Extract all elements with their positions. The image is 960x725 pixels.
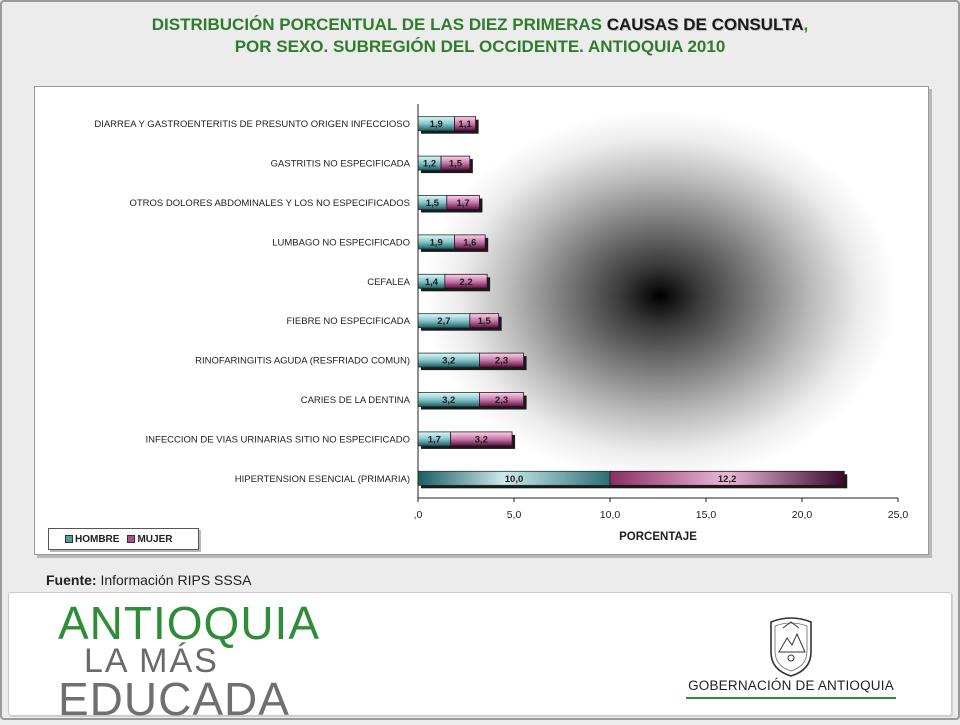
- category-label: DIARREA Y GASTROENTERITIS DE PRESUNTO OR…: [94, 119, 410, 130]
- x-tick-label: ,0: [414, 509, 423, 521]
- source-label: Fuente:: [46, 572, 97, 588]
- x-tick-label: 15,0: [696, 509, 717, 521]
- bar-mujer: [450, 431, 513, 447]
- category-label: OTROS DOLORES ABDOMINALES Y LOS NO ESPEC…: [129, 198, 410, 209]
- brand-line-3: EDUCADA: [58, 673, 290, 725]
- government-logo: GOBERNACIÓN DE ANTIOQUIA: [686, 612, 896, 702]
- brand-logo: ANTIOQUIA LA MÁS EDUCADA: [58, 600, 320, 722]
- data-label-hombre: 10,0: [505, 474, 524, 485]
- bar-mujer: [454, 234, 486, 250]
- brand-line-2: LA MÁS: [84, 642, 219, 680]
- category-label: HIPERTENSION ESENCIAL (PRIMARIA): [235, 474, 410, 485]
- coat-of-arms-icon: [770, 617, 812, 677]
- footer-banner: [8, 592, 952, 716]
- legend: HOMBRE MUJER: [48, 528, 199, 550]
- source-note: Fuente: Información RIPS SSSA: [46, 572, 251, 588]
- x-tick-label: 25,0: [888, 509, 909, 521]
- x-axis-title: PORCENTAJE: [619, 531, 697, 543]
- data-label-hombre: 1,2: [423, 159, 436, 170]
- data-label-mujer: 2,3: [495, 356, 508, 367]
- bar-mujer: [479, 392, 525, 407]
- category-label: LUMBAGO NO ESPECIFICADO: [272, 237, 410, 248]
- data-label-hombre: 1,7: [428, 434, 441, 445]
- bar-mujer: [609, 470, 845, 486]
- x-tick-label: 5,0: [507, 509, 522, 521]
- data-label-mujer: 3,2: [475, 434, 488, 445]
- data-label-mujer: 1,5: [478, 316, 492, 327]
- government-rule: [686, 697, 896, 699]
- category-label: GASTRITIS NO ESPECIFICADA: [271, 159, 411, 170]
- data-label-mujer: 2,3: [495, 395, 508, 406]
- legend-label-mujer: MUJER: [137, 533, 173, 545]
- x-tick-label: 10,0: [600, 509, 621, 521]
- category-label: RINOFARINGITIS AGUDA (RESFRIADO COMUN): [195, 356, 410, 367]
- bar-mujer: [469, 313, 500, 329]
- data-label-mujer: 1,7: [457, 198, 470, 209]
- data-label-mujer: 2,2: [459, 277, 472, 288]
- data-label-mujer: 1,1: [458, 119, 472, 130]
- legend-item-hombre: HOMBRE: [65, 534, 119, 545]
- government-name: GOBERNACIÓN DE ANTIOQUIA: [688, 678, 894, 693]
- source-text: Información RIPS SSSA: [96, 572, 252, 588]
- data-label-mujer: 1,5: [449, 159, 463, 170]
- legend-item-mujer: MUJER: [127, 534, 172, 545]
- bar-mujer: [446, 195, 480, 210]
- category-label: INFECCION DE VIAS URINARIAS SITIO NO ESP…: [146, 434, 410, 445]
- data-label-hombre: 3,2: [442, 356, 455, 367]
- data-label-hombre: 1,4: [425, 277, 439, 288]
- bar-mujer: [479, 352, 525, 368]
- brand-line-1: ANTIOQUIA: [58, 597, 321, 649]
- data-label-hombre: 1,9: [430, 237, 443, 248]
- data-label-hombre: 2,7: [437, 316, 450, 327]
- data-label-hombre: 1,5: [426, 198, 440, 209]
- data-label-mujer: 1,6: [463, 237, 476, 248]
- category-label: CARIES DE LA DENTINA: [301, 395, 411, 406]
- x-tick-label: 20,0: [792, 509, 813, 521]
- data-label-hombre: 1,9: [430, 119, 443, 130]
- bar-mujer: [440, 155, 471, 171]
- bar-mujer: [444, 273, 488, 289]
- category-label: FIEBRE NO ESPECIFICADA: [286, 316, 410, 327]
- legend-swatch-mujer: [127, 535, 136, 543]
- title-line-2: POR SEXO. SUBREGIÓN DEL OCCIDENTE. ANTIO…: [234, 37, 726, 56]
- title-suffix: ,: [803, 15, 809, 34]
- legend-swatch-hombre: [65, 535, 73, 543]
- title-line-1: DISTRIBUCIÓN PORCENTUAL DE LAS DIEZ PRIM…: [0, 14, 960, 36]
- bar-mujer: [454, 116, 477, 132]
- title-prefix: DISTRIBUCIÓN PORCENTUAL DE LAS DIEZ PRIM…: [151, 15, 607, 34]
- data-label-hombre: 3,2: [442, 395, 455, 406]
- title-highlight: CAUSAS DE CONSULTA: [606, 15, 804, 34]
- data-label-mujer: 12,2: [718, 474, 737, 485]
- chart-title: DISTRIBUCIÓN PORCENTUAL DE LAS DIEZ PRIM…: [0, 14, 960, 58]
- category-label: CEFALEA: [367, 277, 410, 288]
- legend-label-hombre: HOMBRE: [75, 533, 120, 545]
